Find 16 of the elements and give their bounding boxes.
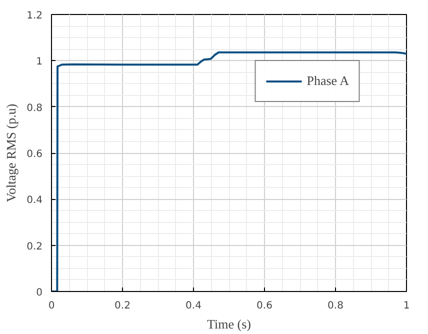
x-axis-title: Time (s) — [207, 316, 251, 332]
x-tick-label: 0.6 — [256, 300, 272, 312]
x-tick-label: 0 — [48, 300, 55, 312]
y-tick-label: 0.8 — [26, 102, 43, 114]
y-tick-label: 0 — [36, 288, 43, 298]
y-tick-label: 0.4 — [26, 195, 43, 206]
x-tick-label: 0.8 — [328, 300, 344, 312]
y-tick-label: 0.2 — [26, 241, 43, 252]
x-tick-label: 0.4 — [186, 300, 202, 312]
x-tick-label: 0.2 — [114, 300, 130, 312]
y-tick-label: 1.2 — [26, 10, 43, 22]
legend-label: Phase A — [306, 73, 349, 89]
y-tick-label: 1 — [36, 56, 43, 68]
y-axis-title: Voltage RMS (p.u) — [4, 104, 19, 202]
x-tick-label: 1 — [403, 300, 410, 312]
y-tick-label: 0.6 — [26, 149, 43, 160]
